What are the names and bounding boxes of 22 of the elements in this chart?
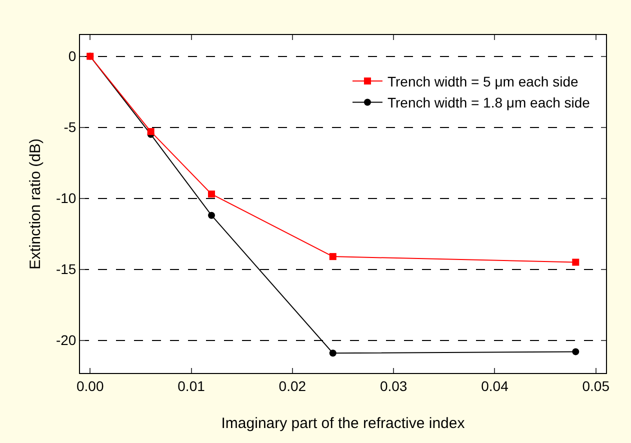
y-tick-label: -15 [56,261,76,278]
legend-label: Trench width = 1.8 μm each side [387,94,590,111]
x-tick-label: 0.04 [481,378,509,394]
x-tick-label: 0.05 [582,378,610,394]
point [147,128,154,136]
point [572,258,580,266]
x-tick-label: 0.03 [380,378,408,394]
y-tick-label: -10 [56,190,76,206]
point [208,190,215,198]
y-tick-label: -5 [64,119,76,136]
legend-label: Trench width = 5 μm each side [387,73,578,90]
x-tick-label: 0.01 [178,378,206,394]
y-axis-title: Extinction ratio (dB) [27,138,44,270]
y-tick-label: 0 [68,48,76,64]
point [329,253,336,260]
point [208,212,215,219]
x-axis-title: Imaginary part of the refractive index [221,415,466,432]
x-tick-label: 0.02 [278,378,306,394]
y-tick-label: -20 [56,332,76,348]
point [329,350,336,357]
x-tick-label: 0.00 [76,378,104,394]
point [572,348,580,356]
